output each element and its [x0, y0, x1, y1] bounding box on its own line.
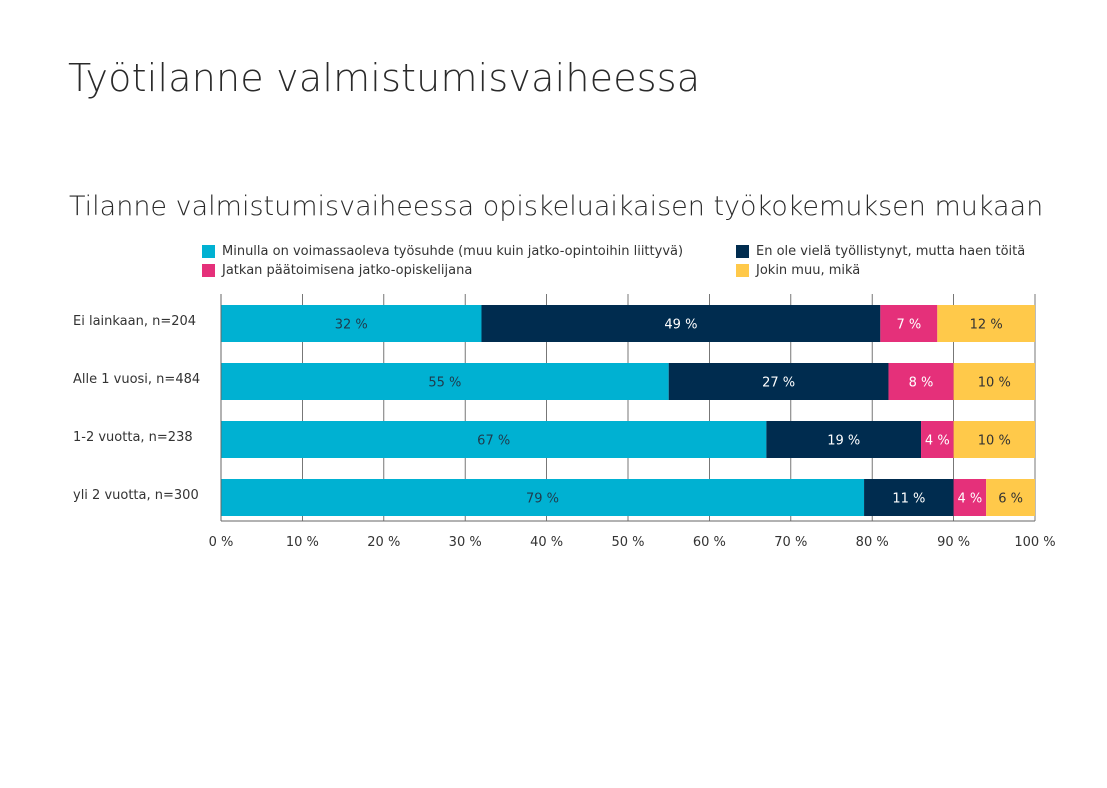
legend-swatch-postgrad: [202, 264, 215, 277]
legend-item-employed: Minulla on voimassaoleva työsuhde (muu k…: [202, 244, 683, 259]
legend-label-employed: Minulla on voimassaoleva työsuhde (muu k…: [222, 244, 684, 259]
bar-segment: [766, 421, 922, 458]
legend-item-seeking: En ole vielä työllistynyt, mutta haen tö…: [736, 244, 1025, 259]
bar-segment: [221, 305, 482, 342]
legend-label-seeking: En ole vielä työllistynyt, mutta haen tö…: [756, 244, 1026, 259]
data-label: 27 %: [762, 376, 795, 391]
category-label: yli 2 vuotta, n=300: [73, 488, 199, 503]
legend-swatch-other: [736, 264, 749, 277]
data-label: 32 %: [335, 318, 368, 333]
bar-segment: [221, 479, 865, 516]
x-tick-label: 50 %: [611, 535, 644, 550]
data-label: 55 %: [428, 376, 461, 391]
x-tick-label: 70 %: [774, 535, 807, 550]
bar-segment: [986, 479, 1035, 516]
bar-segment: [921, 421, 954, 458]
data-label: 8 %: [909, 376, 934, 391]
data-label: 11 %: [892, 492, 925, 507]
bar-segment: [953, 363, 1035, 400]
data-label: 7 %: [896, 318, 921, 333]
page-title: Työtilanne valmistumisvaiheessa: [68, 56, 701, 100]
category-label: Ei lainkaan, n=204: [73, 314, 196, 329]
x-tick-label: 20 %: [367, 535, 400, 550]
bar-segment: [221, 421, 767, 458]
bar-segment: [481, 305, 881, 342]
bar-segment: [953, 479, 987, 516]
data-label: 6 %: [998, 492, 1023, 507]
bar-segment: [888, 363, 954, 400]
data-label: 19 %: [827, 434, 860, 449]
x-tick-label: 10 %: [286, 535, 319, 550]
bar-segment: [953, 421, 1035, 458]
bar-segment: [880, 305, 938, 342]
chart-title: Tilanne valmistumisvaiheessa opiskeluaik…: [69, 191, 1044, 222]
category-label: Alle 1 vuosi, n=484: [73, 372, 200, 387]
data-label: 10 %: [978, 434, 1011, 449]
x-tick-label: 30 %: [449, 535, 482, 550]
x-tick-label: 80 %: [856, 535, 889, 550]
data-label: 12 %: [970, 318, 1003, 333]
data-label: 79 %: [526, 492, 559, 507]
bar-segment: [221, 363, 669, 400]
bar-segment: [668, 363, 889, 400]
data-label: 10 %: [978, 376, 1011, 391]
legend-label-other: Jokin muu, mikä: [756, 263, 861, 278]
bar-segment: [864, 479, 954, 516]
data-label: 49 %: [664, 318, 697, 333]
legend-item-other: Jokin muu, mikä: [736, 263, 860, 278]
x-tick-label: 90 %: [937, 535, 970, 550]
x-tick-label: 100 %: [1014, 535, 1055, 550]
legend-label-postgrad: Jatkan päätoimisena jatko-opiskelijana: [222, 263, 473, 278]
legend-item-postgrad: Jatkan päätoimisena jatko-opiskelijana: [202, 263, 472, 278]
data-label: 67 %: [477, 434, 510, 449]
x-tick-label: 60 %: [693, 535, 726, 550]
data-label: 4 %: [957, 492, 982, 507]
category-label: 1-2 vuotta, n=238: [73, 430, 193, 445]
data-label: 4 %: [925, 434, 950, 449]
x-tick-label: 0 %: [209, 535, 234, 550]
bar-segment: [937, 305, 1035, 342]
chart-legend: Minulla on voimassaoleva työsuhde (muu k…: [202, 244, 1062, 284]
legend-swatch-seeking: [736, 245, 749, 258]
legend-swatch-employed: [202, 245, 215, 258]
x-tick-label: 40 %: [530, 535, 563, 550]
